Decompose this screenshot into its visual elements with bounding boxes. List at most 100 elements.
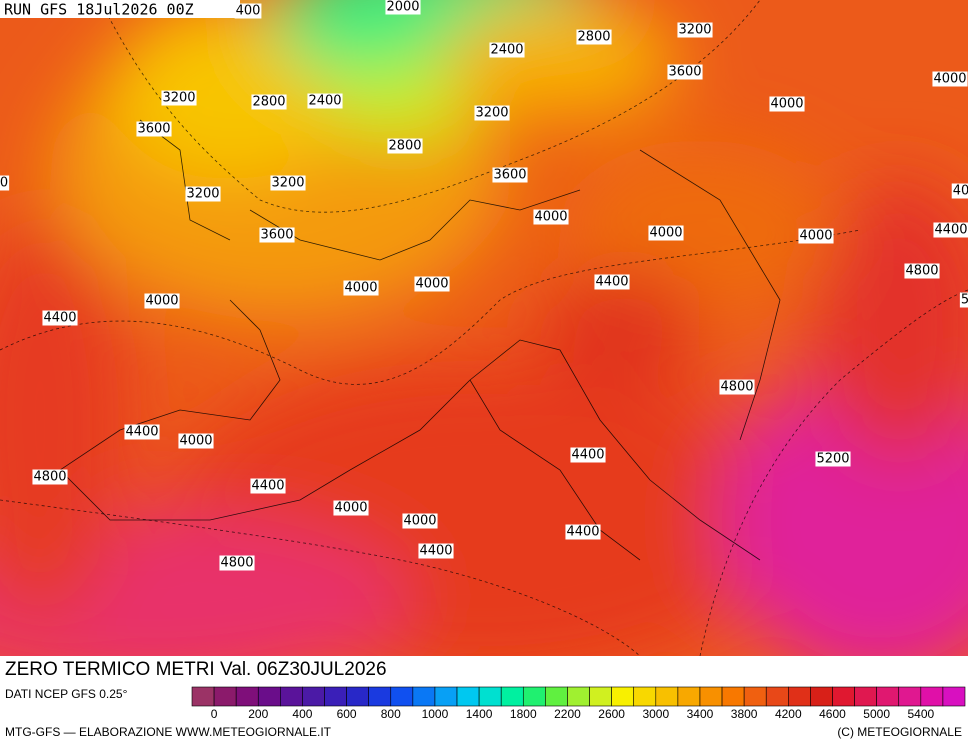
copyright: (C) METEOGIORNALE — [837, 725, 962, 739]
colorbar-swatch — [655, 686, 679, 707]
contour-label-bg — [648, 225, 684, 241]
map-title: ZERO TERMICO METRI Val. 06Z30JUL2026 — [5, 659, 387, 680]
contour-label: 3200 — [162, 91, 195, 106]
contour-label-bg — [565, 524, 601, 540]
contour-label: 40 — [953, 184, 968, 199]
colorbar-swatch — [743, 686, 767, 707]
run-box — [0, 0, 240, 18]
contour-label: 4000 — [933, 72, 966, 87]
contour-label: 2400 — [308, 94, 341, 109]
contour-label: 2400 — [490, 43, 523, 58]
contour-label-bg — [719, 379, 755, 395]
contour-label-bg — [136, 121, 172, 137]
contour-label: 5200 — [816, 452, 849, 467]
contour-label-bg — [959, 292, 968, 308]
contour-label: 4400 — [566, 525, 599, 540]
colorbar-swatch — [500, 686, 524, 707]
contour-label: 4400 — [125, 425, 158, 440]
colorbar-tick-label: 3000 — [642, 707, 669, 721]
contour-label-bg — [385, 0, 421, 15]
contour-label-bg — [234, 3, 262, 19]
data-source: DATI NCEP GFS 0.25° — [5, 687, 128, 701]
contour-label: 4400 — [419, 544, 452, 559]
contour-label-bg — [185, 186, 221, 202]
colorbar-swatch — [854, 686, 877, 707]
colorbar-swatch — [257, 686, 281, 707]
contour-label: 400 — [236, 4, 261, 19]
contour-label-bg — [533, 209, 569, 225]
contour-label-bg — [402, 513, 438, 529]
title-bar — [0, 656, 968, 683]
colorbar-swatch — [898, 686, 922, 707]
contour-label-bg — [343, 280, 379, 296]
colorbar-tick-label: 2600 — [598, 707, 625, 721]
colorbar-tick-label: 2200 — [554, 707, 581, 721]
colorbar-tick-label: 5000 — [863, 707, 890, 721]
contour-label: 4000 — [344, 281, 377, 296]
colorbar-swatch — [478, 686, 502, 707]
contour-label: 4000 — [649, 226, 682, 241]
colorbar-swatch — [942, 686, 966, 707]
colorbar-tick-label: 400 — [292, 707, 312, 721]
contour-label-bg — [932, 71, 968, 87]
contour-label: 4400 — [595, 275, 628, 290]
contour-label: 4000 — [179, 434, 212, 449]
colorbar-tick-label: 5400 — [907, 707, 934, 721]
contour-label-bg — [219, 555, 255, 571]
contour-label: 3200 — [186, 187, 219, 202]
contour-label: 4800 — [220, 556, 253, 571]
colorbar-swatch — [434, 686, 458, 707]
contour-label: 3200 — [475, 106, 508, 121]
colorbar-tick-label: 200 — [248, 707, 268, 721]
colorbar-swatch — [699, 686, 723, 707]
colorbar-swatch — [280, 686, 303, 707]
contour-label: 4400 — [571, 448, 604, 463]
contour-label: 3200 — [271, 176, 304, 191]
colorbar-swatch — [191, 686, 215, 707]
colorbar-swatch — [788, 686, 811, 707]
contour-label-bg — [144, 293, 180, 309]
colorbar-swatch — [235, 686, 259, 707]
run-info: RUN GFS 18Jul2026 00Z — [4, 1, 194, 19]
colorbar-swatch — [522, 686, 546, 707]
contour-label: 4800 — [720, 380, 753, 395]
colorbar-swatch — [412, 686, 436, 707]
colorbar-swatch — [567, 686, 590, 707]
contour-label-bg — [576, 29, 612, 45]
contour-label: 4800 — [905, 264, 938, 279]
contour-label-bg — [414, 276, 450, 292]
contour-label-bg — [474, 105, 510, 121]
contour-label: 2800 — [252, 95, 285, 110]
map-field — [0, 0, 968, 656]
colorbar-tick-label: 1400 — [466, 707, 493, 721]
contour-label: 2800 — [577, 30, 610, 45]
contour-label-bg — [594, 274, 630, 290]
colorbar-tick-label: 1800 — [510, 707, 537, 721]
contour-label: 4000 — [145, 294, 178, 309]
contour-label-bg — [677, 22, 713, 38]
contour-label-bg — [667, 64, 703, 80]
contour-label-bg — [178, 433, 214, 449]
contour-label: 4400 — [934, 223, 967, 238]
colorbar-swatch — [456, 686, 480, 707]
contour-label-bg — [0, 175, 10, 191]
colorbar-swatch — [302, 686, 325, 707]
colorbar-tick-label: 800 — [381, 707, 401, 721]
contour-label: 5 — [961, 293, 968, 308]
contour-label: 4000 — [534, 210, 567, 225]
contour-label: 0 — [0, 176, 8, 191]
colorbar-swatch — [920, 686, 944, 707]
colorbar-tick-label: 4200 — [775, 707, 802, 721]
colorbar-swatch — [677, 686, 701, 707]
contour-label: 3600 — [260, 228, 293, 243]
contour-label: 4000 — [334, 501, 367, 516]
contour-label: 2000 — [386, 0, 419, 15]
colorbar-swatch — [213, 686, 237, 707]
credit: MTG-GFS — ELABORAZIONE WWW.METEOGIORNALE… — [5, 725, 332, 739]
contour-label-bg — [333, 500, 369, 516]
contour-label-bg — [769, 96, 805, 112]
contour-label-bg — [32, 469, 68, 485]
colorbar-swatch — [589, 686, 612, 707]
